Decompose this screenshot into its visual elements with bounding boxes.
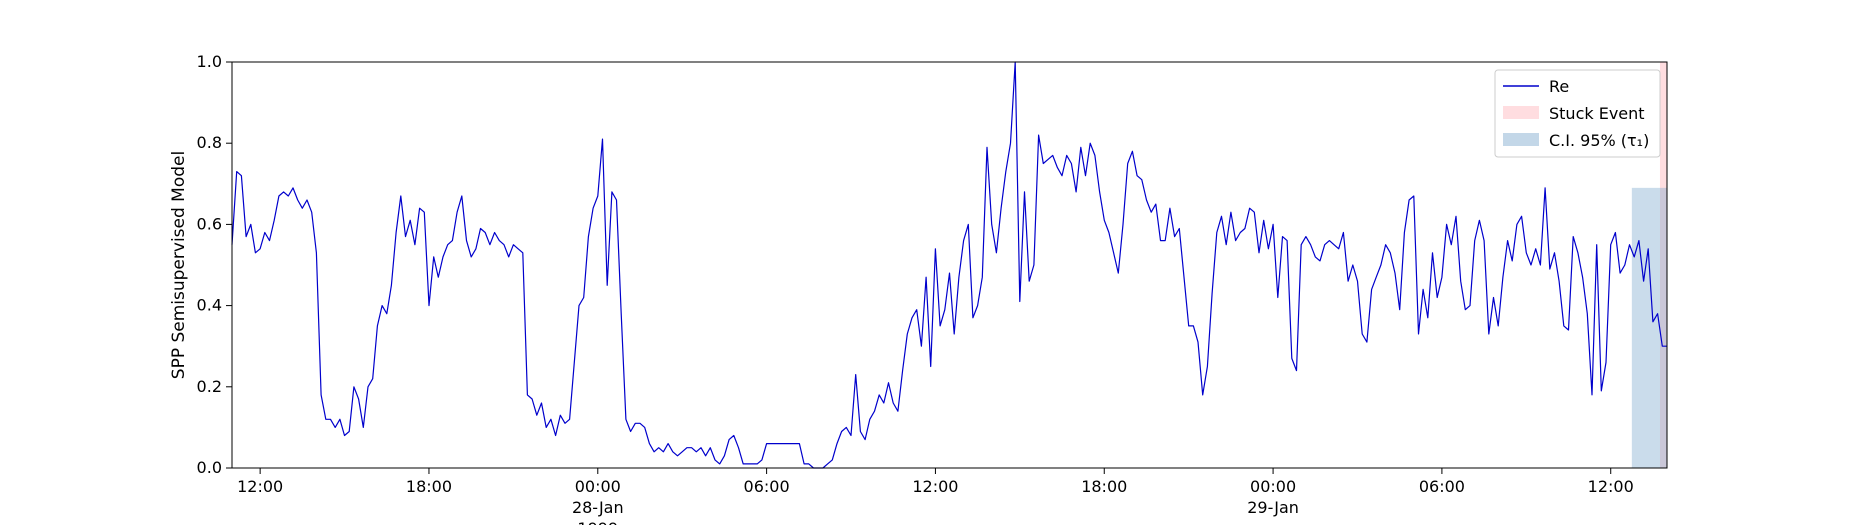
- legend-label: C.I. 95% (τ₁): [1549, 131, 1649, 150]
- x-tick-label: 12:00: [237, 477, 283, 496]
- x-tick-label: 12:00: [1588, 477, 1634, 496]
- x-tick-sublabel-2: 1999: [577, 519, 618, 525]
- y-axis: 0.0 0.2 0.4 0.6 0.8 1.0: [197, 52, 232, 477]
- x-tick-sublabel: 29-Jan: [1247, 498, 1299, 517]
- y-axis-label: SPP Semisupervised Model: [169, 151, 189, 379]
- bands-layer: [1631, 62, 1667, 469]
- y-tick-label: 0.2: [197, 377, 222, 396]
- series-layer: [231, 61, 1667, 469]
- legend-box: [1494, 69, 1661, 158]
- legend-swatch-patch: [1503, 133, 1539, 146]
- x-tick-sublabel: 28-Jan: [572, 498, 624, 517]
- legend-label: Re: [1549, 77, 1569, 96]
- x-tick-label: 18:00: [1081, 477, 1127, 496]
- x-tick-label: 06:00: [744, 477, 790, 496]
- y-tick-label: 0.4: [197, 296, 222, 315]
- x-tick-label: 00:00: [575, 477, 621, 496]
- y-tick-label: 0.6: [197, 214, 222, 233]
- x-tick-label: 18:00: [406, 477, 452, 496]
- band-1: [1631, 187, 1667, 469]
- series-line-0: [231, 61, 1667, 469]
- y-tick-label: 1.0: [197, 52, 222, 71]
- y-tick-label: 0.0: [197, 458, 222, 477]
- y-tick-label: 0.8: [197, 133, 222, 152]
- band-0: [1659, 62, 1667, 468]
- legend-swatch-patch: [1503, 106, 1539, 119]
- plot-frame: [231, 61, 1668, 469]
- legend-label: Stuck Event: [1549, 104, 1645, 123]
- x-tick-label: 00:00: [1250, 477, 1296, 496]
- legend: Re Stuck Event C.I. 95% (τ₁): [1494, 69, 1661, 158]
- x-axis: 12:00 18:00 00:00 28-Jan 1999 06:00 12:00 18:00…: [237, 468, 1634, 525]
- x-tick-label: 06:00: [1419, 477, 1465, 496]
- x-tick-label: 12:00: [912, 477, 958, 496]
